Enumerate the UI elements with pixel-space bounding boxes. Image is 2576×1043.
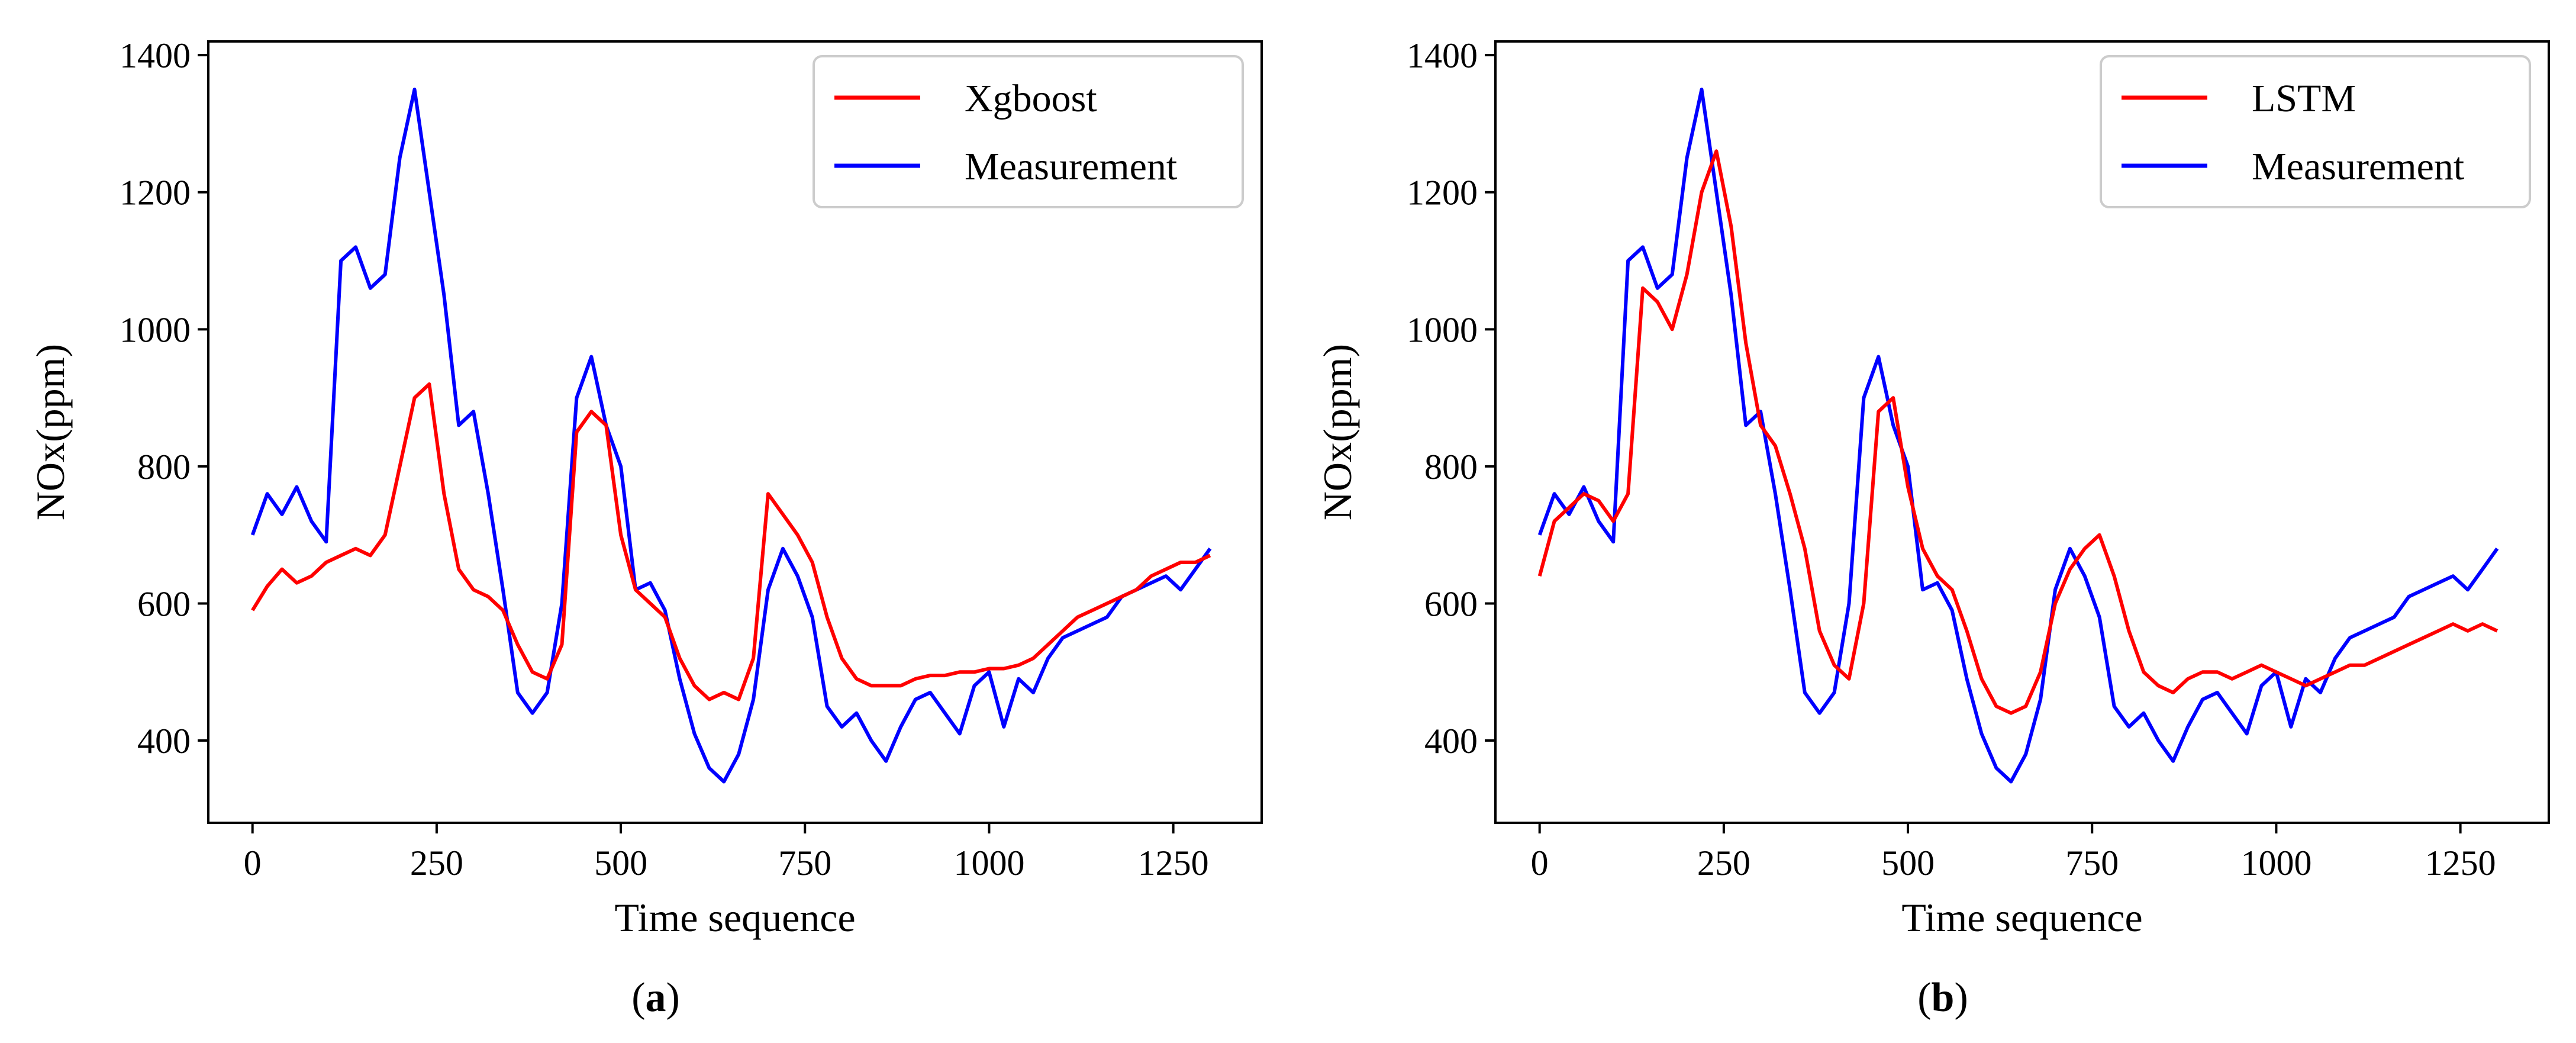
- x-tick-label-a-0: 0: [244, 844, 262, 883]
- y-tick-label-a-5: 1400: [120, 36, 191, 75]
- x-tick-label-a-4: 1000: [953, 844, 1024, 883]
- series-line-b-lstm: [1537, 149, 2498, 715]
- legend-a: Xgboost Measurement: [813, 55, 1244, 208]
- y-axis-title-b: NOx(ppm): [1315, 344, 1360, 520]
- y-tick-label-b-0: 400: [1424, 722, 1478, 761]
- legend-b: LSTM Measurement: [2100, 55, 2531, 208]
- x-tick-label-a-2: 500: [594, 844, 647, 883]
- series-line-a-xgboost: [251, 382, 1211, 701]
- y-tick-label-a-2: 800: [137, 448, 191, 487]
- y-tick-label-a-1: 600: [137, 584, 191, 623]
- panel-label-b: (b): [1917, 975, 1968, 1021]
- legend-label-a-0: Xgboost: [965, 77, 1097, 120]
- x-tick-label-b-2: 500: [1881, 844, 1935, 883]
- y-tick-label-b-5: 1400: [1407, 36, 1478, 75]
- legend-label-a-1: Measurement: [965, 145, 1177, 188]
- x-tick-label-b-1: 250: [1697, 844, 1750, 883]
- panel-a: 0 250 500 750 1000 1250400600800100012001400 …: [28, 36, 1263, 1021]
- x-axis-title-a: Time sequence: [614, 895, 855, 940]
- y-tick-label-b-4: 1200: [1407, 173, 1478, 213]
- x-tick-label-a-3: 750: [778, 844, 831, 883]
- legend-label-b-0: LSTM: [2252, 77, 2356, 120]
- y-tick-label-a-4: 1200: [120, 173, 191, 213]
- plot-frame-b: [1494, 40, 2550, 824]
- y-tick-label-b-1: 600: [1424, 584, 1478, 623]
- y-tick-label-b-3: 1000: [1407, 310, 1478, 349]
- legend-box-b: [2100, 55, 2531, 208]
- panel-label-a: (a): [631, 975, 680, 1021]
- series-layer-b: [1537, 88, 2499, 784]
- x-tick-label-b-4: 1000: [2240, 844, 2311, 883]
- series-layer-a: [250, 88, 1212, 784]
- legend-label-b-1: Measurement: [2252, 145, 2464, 188]
- y-tick-label-a-0: 400: [137, 722, 191, 761]
- legend-box-a: [813, 55, 1244, 208]
- x-tick-label-b-0: 0: [1531, 844, 1549, 883]
- ticks-layer-a: 0 250 500 750 1000 1250 400 600 800 1000 1200 1400: [120, 36, 1209, 883]
- y-axis-title-a: NOx(ppm): [28, 344, 73, 520]
- x-axis-title-b: Time sequence: [1901, 895, 2142, 940]
- x-tick-label-a-1: 250: [410, 844, 463, 883]
- series-line-a-measurement: [250, 88, 1212, 784]
- y-tick-label-b-2: 800: [1424, 448, 1478, 487]
- ticks-layer-b: 0 250 500 750 1000 1250 400 600 800 1000 1200 1400: [1407, 36, 2496, 883]
- x-tick-label-b-3: 750: [2065, 844, 2119, 883]
- x-tick-label-b-5: 1250: [2425, 844, 2496, 883]
- panel-b: 0 250 500 750 1000 1250400600800100012001400 …: [1315, 36, 2550, 1021]
- series-line-b-measurement: [1537, 88, 2499, 784]
- x-tick-label-a-5: 1250: [1138, 844, 1209, 883]
- y-tick-label-a-3: 1000: [120, 310, 191, 349]
- plot-frame-a: [207, 40, 1263, 824]
